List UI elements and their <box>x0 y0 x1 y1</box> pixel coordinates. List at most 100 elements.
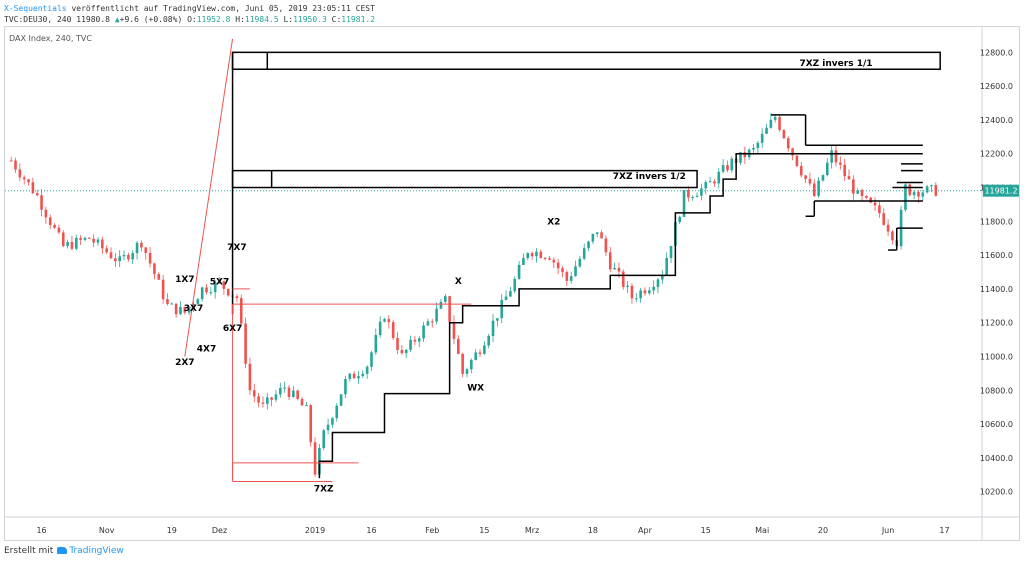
candle-body <box>140 242 143 248</box>
candle-body <box>83 237 87 240</box>
up-arrow-icon: ▲ <box>114 15 120 24</box>
candle-body <box>522 258 525 266</box>
candle-body <box>804 175 807 179</box>
red-annotation-line <box>184 38 234 357</box>
candle-body <box>830 150 833 163</box>
candle-body <box>196 299 200 304</box>
time-axis[interactable]: 16 Nov 19 Dez 2019 16 Feb 15 Mrz 18 Apr 15 Mai 20 Jun 1… <box>36 526 949 535</box>
candle-body <box>739 152 742 163</box>
candle-body <box>496 318 499 321</box>
candle-body <box>378 321 382 336</box>
high-label: H: <box>235 15 245 24</box>
candle-body <box>912 191 916 196</box>
script-title[interactable]: X-Sequentials <box>4 4 67 13</box>
candle-body <box>309 405 313 443</box>
candle-body <box>556 262 560 269</box>
candle-body <box>270 397 273 400</box>
candle-body <box>157 274 161 280</box>
candle-body <box>326 424 330 431</box>
candle-body <box>782 129 786 139</box>
candle-body <box>743 152 747 158</box>
candle-body <box>791 148 794 156</box>
candle-body <box>352 373 356 379</box>
candle-body <box>109 252 113 259</box>
chart-canvas[interactable]: DAX Index, 240, TVC 12800.0 12600.0 12400.… <box>5 27 1019 540</box>
x-tick-label: 15 <box>479 526 489 535</box>
y-tick-label: 11400.0 <box>980 285 1013 294</box>
candle-body <box>35 193 39 196</box>
chart-frame[interactable]: DAX Index, 240, TVC 12800.0 12600.0 12400.… <box>4 26 1020 541</box>
annotation-l-3x7: 3X7 <box>184 304 203 314</box>
candle-body <box>96 239 100 243</box>
candle-body <box>773 116 777 120</box>
candle-body <box>57 227 61 233</box>
candle-body <box>860 190 864 196</box>
annotation-l-4x7: 4X7 <box>197 344 216 354</box>
candle-body <box>643 290 647 294</box>
candle-body <box>695 195 699 198</box>
annotation-l-2x7: 2X7 <box>175 358 194 368</box>
high-value: 11984.5 <box>244 15 279 24</box>
candle-body <box>31 182 35 194</box>
candle-body <box>335 405 339 419</box>
candle-body <box>48 217 52 225</box>
x-tick-label: 17 <box>939 526 949 535</box>
candle-body <box>166 299 169 304</box>
annotation-l-x2: X2 <box>547 218 560 228</box>
x-tick-label: Feb <box>425 526 439 535</box>
candle-body <box>491 320 495 337</box>
candle-body <box>869 197 873 203</box>
candle-body <box>239 298 243 324</box>
candle-body <box>574 266 577 277</box>
tradingview-brand[interactable]: TradingView <box>69 546 124 556</box>
candle-body <box>509 291 512 297</box>
candle-body <box>461 353 464 374</box>
y-tick-label: 11800.0 <box>980 217 1013 226</box>
x-tick-label: Dez <box>212 526 227 535</box>
y-tick-label: 12800.0 <box>980 48 1013 57</box>
candle-body <box>344 378 347 395</box>
candle-body <box>878 205 881 214</box>
candle-body <box>44 209 48 218</box>
candle-body <box>79 237 82 240</box>
candle-body <box>608 252 612 270</box>
candle-body <box>917 191 920 197</box>
candle-body <box>561 268 564 273</box>
candle-body <box>170 303 174 305</box>
candle-body <box>543 257 547 259</box>
candle-body <box>422 325 425 339</box>
candle-body <box>587 241 590 249</box>
candle-body <box>487 336 490 346</box>
candle-body <box>74 237 78 249</box>
candle-body <box>721 165 725 172</box>
candle-body <box>357 376 360 379</box>
x-tick-label: 2019 <box>305 526 325 535</box>
x-tick-label: 19 <box>167 526 177 535</box>
candle-body <box>795 155 799 166</box>
last-price-label: 11981.2 <box>984 187 1017 196</box>
candle-body <box>669 245 673 259</box>
annotation-l-inv11: 7XZ invers 1/1 <box>799 59 872 69</box>
candle-body <box>821 175 825 181</box>
candle-body <box>617 267 621 272</box>
candle-body <box>404 349 408 354</box>
close-value: 11981.2 <box>341 15 376 24</box>
candle-body <box>148 252 152 264</box>
candles <box>5 113 982 478</box>
open-value: 11952.8 <box>196 15 231 24</box>
candle-body <box>765 127 768 134</box>
annotation-l-inv12: 7XZ invers 1/2 <box>613 172 686 182</box>
price-axis[interactable]: 12800.012600.012400.012200.012000.011800… <box>980 48 1019 497</box>
candle-body <box>500 299 504 319</box>
y-tick-label: 12400.0 <box>980 116 1013 125</box>
candle-body <box>634 298 638 300</box>
annotation-l-1x7: 1X7 <box>175 275 194 285</box>
candle-body <box>417 338 421 342</box>
candle-body <box>252 390 256 397</box>
candle-body <box>639 290 642 299</box>
candle-body <box>769 119 773 128</box>
candle-body <box>435 308 438 322</box>
candle-body <box>174 303 178 315</box>
publish-info: X-Sequentials veröffentlicht auf Trading… <box>4 4 375 14</box>
candle-body <box>365 366 369 374</box>
